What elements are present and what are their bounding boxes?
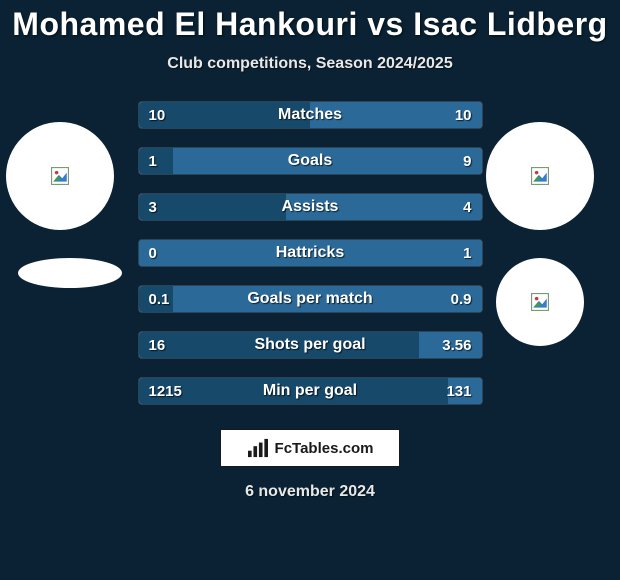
page-title: Mohamed El Hankouri vs Isac Lidberg bbox=[12, 6, 607, 43]
avatar-right-bottom bbox=[496, 258, 584, 346]
stat-value-right: 3.56 bbox=[442, 332, 471, 358]
stat-value-right: 4 bbox=[463, 194, 471, 220]
broken-image-icon bbox=[51, 167, 69, 185]
stat-row: 1Goals9 bbox=[138, 147, 483, 175]
stat-label: Goals per match bbox=[139, 286, 482, 312]
stat-value-right: 131 bbox=[446, 378, 471, 404]
stat-value-right: 10 bbox=[455, 102, 472, 128]
stat-label: Assists bbox=[139, 194, 482, 220]
stat-value-right: 1 bbox=[463, 240, 471, 266]
stat-label: Matches bbox=[139, 102, 482, 128]
broken-image-icon bbox=[531, 293, 549, 311]
stat-label: Shots per goal bbox=[139, 332, 482, 358]
stat-label: Min per goal bbox=[139, 378, 482, 404]
stat-row: 0.1Goals per match0.9 bbox=[138, 285, 483, 313]
stat-row: 3Assists4 bbox=[138, 193, 483, 221]
stat-label: Goals bbox=[139, 148, 482, 174]
stat-row: 10Matches10 bbox=[138, 101, 483, 129]
stat-value-right: 9 bbox=[463, 148, 471, 174]
stat-row: 16Shots per goal3.56 bbox=[138, 331, 483, 359]
brand-box[interactable]: FcTables.com bbox=[220, 429, 400, 467]
brand-label: FcTables.com bbox=[275, 440, 374, 457]
stat-value-right: 0.9 bbox=[451, 286, 472, 312]
stat-row: 1215Min per goal131 bbox=[138, 377, 483, 405]
avatar-left-top bbox=[6, 122, 114, 230]
date-label: 6 november 2024 bbox=[245, 483, 375, 501]
avatar-left-bottom bbox=[18, 258, 122, 288]
brand-logo-icon bbox=[247, 438, 269, 458]
avatar-right-top bbox=[486, 122, 594, 230]
stat-row: 0Hattricks1 bbox=[138, 239, 483, 267]
broken-image-icon bbox=[531, 167, 549, 185]
stat-label: Hattricks bbox=[139, 240, 482, 266]
subtitle: Club competitions, Season 2024/2025 bbox=[167, 55, 452, 73]
